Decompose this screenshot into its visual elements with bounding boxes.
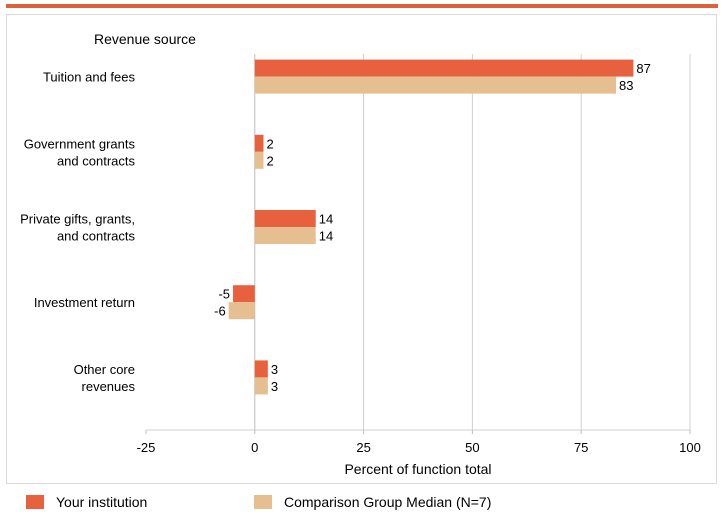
y-axis-title: Revenue source <box>94 31 196 47</box>
x-tick-label: 50 <box>465 440 479 455</box>
data-label: 83 <box>619 78 633 93</box>
data-label: 2 <box>267 136 274 151</box>
x-tick-label: -25 <box>137 440 156 455</box>
data-label: 14 <box>319 229 333 244</box>
data-label: 2 <box>267 153 274 168</box>
bar <box>254 59 634 77</box>
bar <box>254 151 264 169</box>
bar <box>254 227 316 244</box>
bar-chart: -25 0 25 50 75 100 Percent of function total Re… <box>20 31 701 477</box>
bar <box>254 134 264 152</box>
x-axis-title: Percent of function total <box>344 461 491 477</box>
bar <box>233 285 255 303</box>
category-label: Private gifts, grants, and contracts <box>20 212 135 244</box>
top-accent-rule <box>6 4 718 8</box>
legend-item-comparison-group: Comparison Group Median (N=7) <box>254 494 491 510</box>
x-tick-label: 0 <box>251 440 258 455</box>
x-tick-label: 75 <box>574 440 588 455</box>
legend-label-your-institution: Your institution <box>56 494 148 510</box>
bar <box>254 76 617 94</box>
legend-swatch-comparison-group <box>254 495 272 509</box>
category-label: Tuition and fees <box>43 70 136 85</box>
bar <box>228 302 255 320</box>
bar <box>254 210 316 227</box>
data-label: -5 <box>218 287 230 302</box>
data-label: 87 <box>636 61 650 76</box>
bar <box>254 377 268 395</box>
category-label: Other core revenues <box>74 362 136 394</box>
data-label: 14 <box>319 212 333 227</box>
legend-label-comparison-group: Comparison Group Median (N=7) <box>284 494 492 510</box>
data-label: -6 <box>214 304 226 319</box>
category-label: Investment return <box>34 295 135 310</box>
legend: Your institution Comparison Group Median… <box>0 488 722 516</box>
data-label: 3 <box>271 362 278 377</box>
legend-item-your-institution: Your institution <box>26 494 147 510</box>
bar <box>254 360 268 378</box>
category-label: Government grants and contracts <box>24 136 136 168</box>
x-tick-label: 25 <box>356 440 370 455</box>
legend-swatch-your-institution <box>26 495 44 509</box>
x-tick-label: 100 <box>679 440 701 455</box>
data-label: 3 <box>271 379 278 394</box>
